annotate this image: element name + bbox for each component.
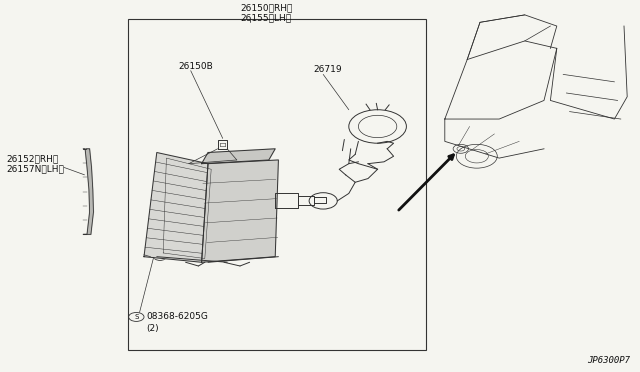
Text: 26155（LH）: 26155（LH） <box>240 13 291 22</box>
Text: JP6300P7: JP6300P7 <box>588 356 630 365</box>
Text: 26152（RH）: 26152（RH） <box>6 155 59 164</box>
Text: S: S <box>134 314 138 320</box>
Text: 26150B: 26150B <box>178 62 212 71</box>
Text: 26150（RH）: 26150（RH） <box>240 3 292 12</box>
Polygon shape <box>144 153 208 262</box>
Bar <box>128 19 426 350</box>
Text: 08368-6205G: 08368-6205G <box>147 312 209 321</box>
Text: 26719: 26719 <box>314 65 342 74</box>
Text: 26157N（LH）: 26157N（LH） <box>6 164 64 173</box>
Text: (2): (2) <box>147 324 159 333</box>
Polygon shape <box>202 149 275 164</box>
Polygon shape <box>83 149 93 234</box>
Polygon shape <box>202 160 278 262</box>
